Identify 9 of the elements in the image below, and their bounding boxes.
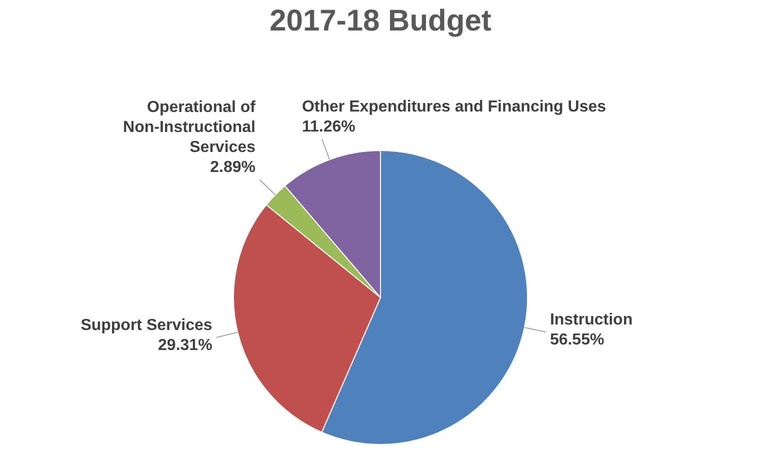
slice-label: Operational of Non-Instructional Services bbox=[123, 98, 256, 156]
chart-title: 2017-18 Budget bbox=[270, 4, 492, 38]
slice-label: Support Services bbox=[80, 316, 212, 334]
data-label: 29.31% bbox=[158, 336, 212, 354]
slice-label: Other Expenditures and Financing Uses bbox=[302, 98, 606, 116]
data-label: 56.55% bbox=[550, 331, 604, 348]
slice-label: Instruction bbox=[550, 311, 633, 328]
data-label: 11.26% bbox=[302, 118, 356, 136]
data-label: 2.89% bbox=[210, 158, 256, 176]
